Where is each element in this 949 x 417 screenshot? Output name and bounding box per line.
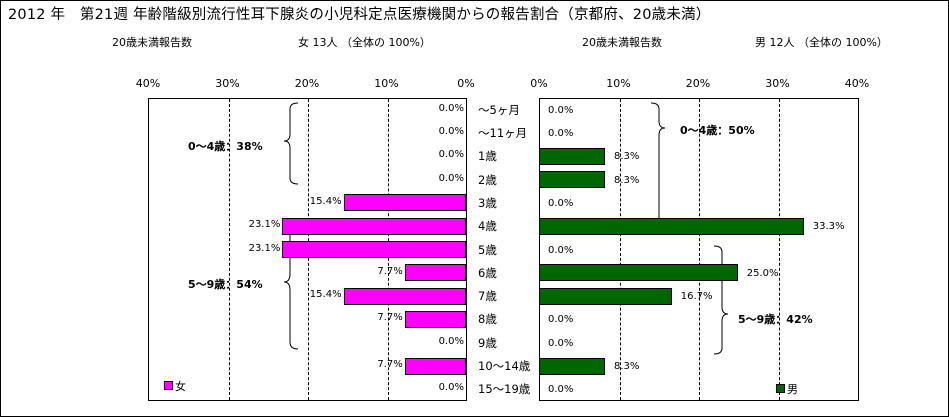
male-value-label: 33.3% [812,221,845,233]
age-label: 2歳 [478,172,497,187]
male-bar [539,264,738,282]
age-label: 10～14歳 [478,359,531,374]
male-bar [539,287,672,305]
age-label: ～11ヶ月 [478,125,528,140]
female-bar [282,217,466,235]
male-tick-label: 40% [844,77,870,90]
female-bar [343,287,466,305]
female-tick-label: 40% [135,77,161,90]
legend-female-swatch [164,381,173,390]
female-tick-label: 20% [294,77,320,90]
female-bar [343,194,466,212]
female-tick-label: 0% [457,77,475,90]
age-label: 9歳 [478,335,497,350]
age-label: 3歳 [478,195,497,210]
age-label: 5歳 [478,242,497,257]
male-bar [539,171,605,189]
male-value-label: 8.3% [613,361,640,373]
female-bar [282,241,466,258]
age-label: 7歳 [478,289,497,304]
female-value-label: 7.7% [377,265,403,277]
male-gridline [778,99,780,400]
age-label: 4歳 [478,219,497,234]
male-gridline [619,99,621,400]
male-tick-label: 10% [606,77,631,90]
female-0-4-annotation: 0～4歳：38% [188,140,263,153]
male-value-label: 0.0% [548,384,574,396]
male-value-label: 0.0% [548,244,574,256]
male-value-label: 0.0% [548,337,574,349]
female-value-label: 7.7% [377,312,403,324]
female-value-label: 0.0% [438,102,464,114]
age-label: 6歳 [478,265,497,280]
legend-male-label: 男 [787,383,798,396]
age-label: 8歳 [478,312,497,327]
female-value-label: 23.1% [248,242,281,254]
male-gridline [699,99,700,400]
female-bar [404,310,466,328]
male-plot-area [539,98,859,401]
male-value-label: 0.0% [548,127,574,139]
female-value-label: 0.0% [438,125,464,137]
male-tick-label: 20% [685,77,711,90]
legend-male-swatch [776,384,785,393]
female-value-label: 0.0% [438,335,464,347]
male-value-label: 25.0% [746,267,779,279]
female-value-label: 15.4% [309,289,342,301]
legend-female: 女 [164,378,186,394]
female-gridline [228,99,230,400]
male-value-label: 16.7% [680,291,713,303]
female-tick-label: 10% [374,77,399,90]
female-value-label: 23.1% [248,219,281,231]
male-value-label: 8.3% [613,174,640,186]
male-report-label: 20歳未満報告数 [582,36,662,49]
male-value-label: 0.0% [548,314,574,326]
chart-title: 2012 年 第21週 年齢階級別流行性耳下腺炎の小児科定点医療機関からの報告割… [8,7,711,23]
female-report-count: 女 13人 （全体の 100%） [298,36,431,49]
female-value-label: 0.0% [438,172,464,184]
age-label: ～5ヶ月 [478,102,520,117]
female-tick-label: 30% [215,77,240,90]
age-label: 15～19歳 [478,382,531,397]
male-bar [539,217,804,235]
female-value-label: 0.0% [438,149,464,161]
male-value-label: 0.0% [548,197,574,209]
male-report-count: 男 12人 （全体の 100%） [755,36,888,49]
female-5-9-annotation: 5～9歳：54% [188,278,263,291]
female-value-label: 0.0% [438,382,464,394]
male-bar [539,357,605,375]
female-report-label: 20歳未満報告数 [112,36,192,49]
male-tick-label: 0% [530,77,548,90]
male-5-9-annotation: 5～9歳：42% [738,313,813,326]
female-value-label: 7.7% [377,359,403,371]
age-label: 1歳 [478,149,497,164]
male-value-label: 0.0% [548,104,574,116]
female-bar [404,357,466,375]
male-bar [539,147,605,165]
female-value-label: 15.4% [309,195,342,207]
male-value-label: 8.3% [613,151,640,163]
legend-male: 男 [776,381,798,397]
male-0-4-annotation: 0～4歳：50% [680,124,755,137]
male-tick-label: 30% [765,77,790,90]
female-bar [404,264,466,282]
legend-female-label: 女 [175,380,186,393]
